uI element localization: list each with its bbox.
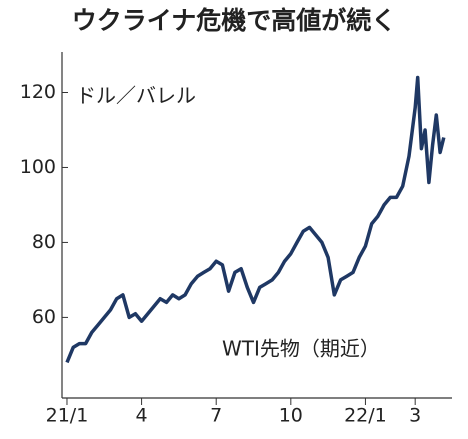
- line: [65, 75, 446, 364]
- x-tick-label: 10: [279, 405, 303, 427]
- y-tick-label: 60: [32, 306, 56, 328]
- x-tick-label: 7: [210, 405, 222, 427]
- chart-title: ウクライナ危機で高値が続く: [72, 6, 397, 35]
- x-tick-label: 22/1: [344, 405, 387, 427]
- x-tick-label: 4: [136, 405, 148, 427]
- y-axis-label: ドル／バレル: [76, 84, 196, 108]
- x-tick-label: 3: [409, 405, 421, 427]
- y-tick-label: 100: [20, 156, 56, 178]
- annotation: WTI先物（期近）: [222, 337, 380, 361]
- y-tick-label: 80: [32, 231, 56, 253]
- y-tick-label: 120: [20, 81, 56, 103]
- x-tick-label: 21/1: [46, 405, 89, 427]
